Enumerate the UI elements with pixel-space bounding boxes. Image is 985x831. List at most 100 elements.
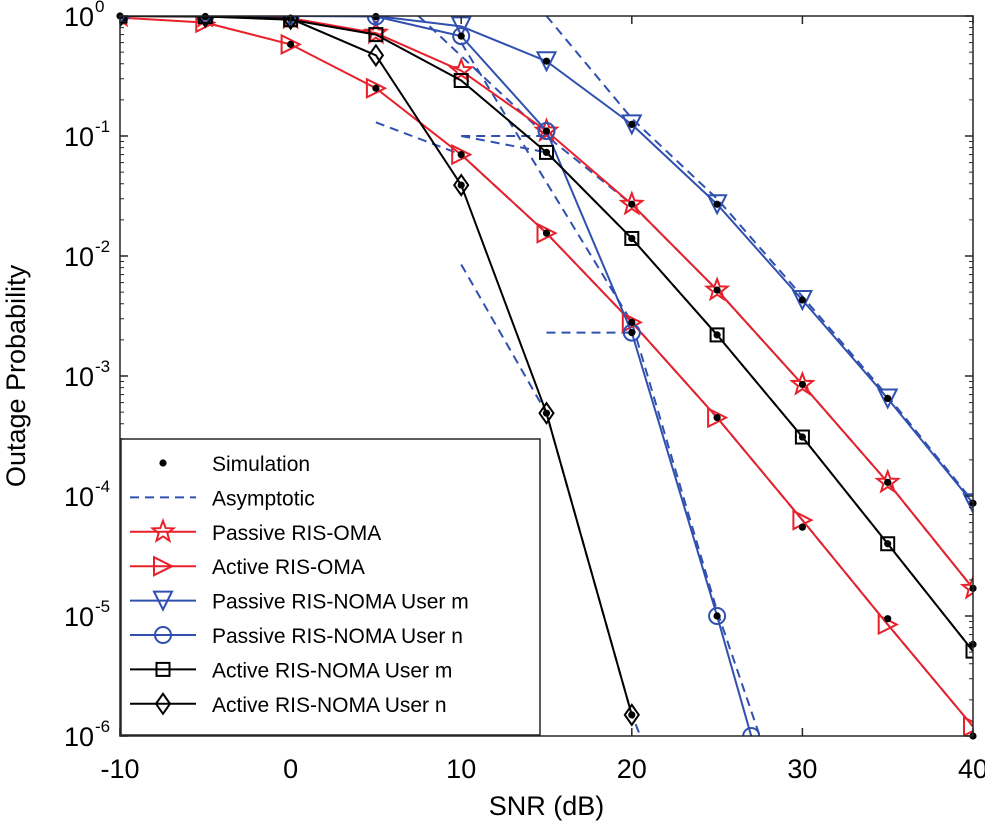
legend-entry-4: Passive RIS-NOMA User m bbox=[130, 590, 469, 614]
series-0-point-8 bbox=[789, 370, 816, 396]
asymptotic-curve-5 bbox=[460, 42, 761, 736]
y-tick-exponent-2: -2 bbox=[95, 237, 110, 256]
simulation-point-23 bbox=[884, 394, 892, 403]
series-2-point-8 bbox=[791, 289, 814, 312]
series-0-point-3 bbox=[362, 19, 390, 45]
series-1-point-5 bbox=[536, 222, 558, 244]
series-5-point-5 bbox=[538, 401, 555, 425]
simulation-point-9 bbox=[628, 328, 636, 337]
series-4-point-9 bbox=[880, 536, 896, 552]
series-5-point-6 bbox=[623, 703, 641, 727]
simulation-point-3 bbox=[372, 84, 380, 92]
legend-entry-5: Passive RIS-NOMA User n bbox=[130, 625, 463, 648]
simulation-point-36 bbox=[542, 409, 551, 417]
legend-marker-5 bbox=[154, 626, 172, 644]
legend-label-1: Asymptotic bbox=[212, 487, 315, 510]
simulation-point-6 bbox=[542, 127, 551, 135]
x-tick-label-2: 10 bbox=[446, 754, 476, 784]
simulation-point-19 bbox=[798, 296, 807, 304]
y-tick-exponent-4: -4 bbox=[95, 477, 110, 496]
simulation-point-2 bbox=[287, 40, 295, 48]
simulation-point-17 bbox=[798, 523, 807, 531]
series-5-point-4 bbox=[452, 173, 470, 197]
legend-entry-6: Active RIS-NOMA User m bbox=[130, 659, 452, 682]
y-tick-exponent-5: -5 bbox=[95, 597, 110, 616]
series-0-point-1 bbox=[196, 16, 214, 28]
series-5-point-1 bbox=[197, 16, 214, 29]
simulation-point-5 bbox=[457, 32, 465, 40]
legend-label-6: Active RIS-NOMA User m bbox=[212, 659, 452, 682]
simulation-point-32 bbox=[628, 711, 636, 719]
legend-entry-3: Active RIS-OMA bbox=[130, 555, 365, 579]
simulation-point-15 bbox=[713, 200, 721, 208]
simulation-point-34 bbox=[713, 414, 721, 422]
legend-marker-7 bbox=[154, 692, 172, 716]
legend-marker-4 bbox=[152, 590, 174, 612]
series-0-point-9 bbox=[874, 468, 901, 494]
simulation-point-20 bbox=[798, 380, 807, 389]
simulation-point-14 bbox=[713, 331, 721, 339]
simulation-point-10 bbox=[628, 234, 636, 243]
legend-label-4: Passive RIS-NOMA User m bbox=[212, 591, 469, 614]
y-tick-label-0: 10 bbox=[64, 2, 94, 32]
series-4-point-7 bbox=[709, 327, 725, 343]
series-3-point-7 bbox=[708, 607, 727, 625]
series-0-point-6 bbox=[618, 190, 645, 216]
y-tick-label-4: 10 bbox=[64, 482, 94, 512]
series-2-point-6 bbox=[621, 114, 643, 136]
legend-marker-3 bbox=[153, 555, 175, 577]
legend-label-2: Passive RIS-OMA bbox=[212, 522, 381, 545]
legend-label-0: Simulation bbox=[212, 453, 310, 476]
y-tick-label-5: 10 bbox=[64, 602, 94, 632]
simulation-point-31 bbox=[542, 229, 551, 237]
simulation-point-24 bbox=[884, 478, 892, 486]
y-tick-exponent-3: -3 bbox=[95, 357, 110, 376]
series-2 bbox=[120, 16, 973, 515]
series-1-point-6 bbox=[621, 311, 644, 333]
legend-label-3: Active RIS-OMA bbox=[212, 556, 365, 579]
legend-entry-2: Passive RIS-OMA bbox=[130, 517, 381, 545]
simulation-point-18 bbox=[798, 433, 807, 441]
y-tick-label-1: 10 bbox=[64, 122, 94, 152]
simulation-point-7 bbox=[542, 57, 551, 65]
legend-marker-0 bbox=[159, 459, 167, 467]
series-4-point-8 bbox=[794, 429, 810, 445]
x-tick-label-0: -10 bbox=[100, 754, 139, 784]
series-2-point-9 bbox=[877, 388, 899, 410]
y-tick-label-6: 10 bbox=[64, 722, 94, 752]
series-4-point-5 bbox=[539, 144, 554, 160]
simulation-point-13 bbox=[713, 612, 721, 620]
simulation-point-4 bbox=[457, 150, 465, 159]
series-5-point-2 bbox=[282, 16, 299, 31]
series-0-point-7 bbox=[703, 276, 731, 302]
series-2-point-7 bbox=[706, 194, 728, 216]
simulation-point-12 bbox=[628, 200, 636, 208]
series-3-point-4 bbox=[452, 27, 471, 46]
series-0-point-4 bbox=[448, 56, 475, 82]
series-3-point-8 bbox=[742, 727, 761, 736]
y-tick-label-2: 10 bbox=[64, 242, 94, 272]
simulation-point-8 bbox=[542, 148, 551, 157]
legend-entry-1: Asymptotic bbox=[130, 487, 315, 510]
legend-label-5: Passive RIS-NOMA User n bbox=[212, 625, 463, 648]
x-tick-label-5: 40 bbox=[958, 754, 985, 784]
series-1-point-7 bbox=[707, 406, 729, 429]
series-0-point-10 bbox=[959, 574, 973, 600]
series-1-point-3 bbox=[365, 77, 388, 99]
x-axis-label: SNR (dB) bbox=[489, 791, 605, 821]
y-tick-exponent-1: -1 bbox=[95, 117, 110, 136]
series-1-point-4 bbox=[451, 143, 473, 166]
x-tick-label-3: 20 bbox=[617, 754, 647, 784]
legend-entry-7: Active RIS-NOMA User n bbox=[130, 692, 447, 717]
legend-entry-0: Simulation bbox=[159, 453, 310, 476]
series-3-point-5 bbox=[537, 122, 556, 141]
x-tick-label-4: 30 bbox=[787, 754, 817, 784]
y-tick-label-3: 10 bbox=[64, 362, 94, 392]
x-tick-label-1: 0 bbox=[283, 754, 298, 784]
series-1-point-2 bbox=[280, 33, 302, 56]
legend-box bbox=[120, 438, 541, 736]
series-2-point-5 bbox=[535, 51, 558, 73]
series-5-point-3 bbox=[367, 43, 385, 68]
